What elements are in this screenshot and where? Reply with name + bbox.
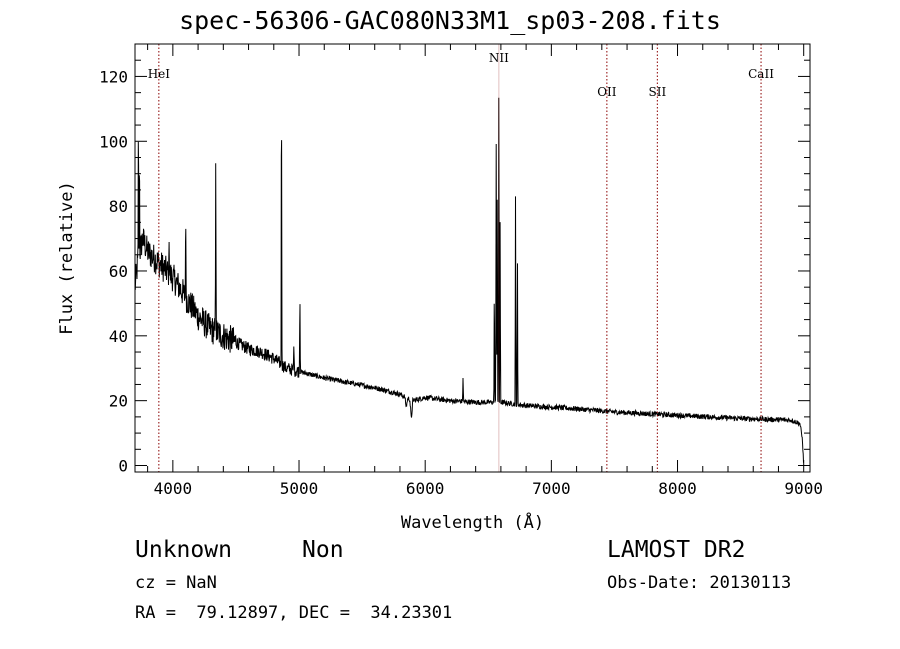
object-class: Unknown xyxy=(135,537,232,563)
spectrum-line xyxy=(135,97,804,463)
marker-label-caii: CaII xyxy=(748,67,774,81)
object-subclass: Non xyxy=(302,537,344,563)
survey-name: LAMOST DR2 xyxy=(607,537,746,563)
y-tick-label: 20 xyxy=(109,392,128,411)
marker-label-nii: NII xyxy=(489,51,509,65)
y-tick-label: 0 xyxy=(118,457,128,476)
marker-label-sii: SII xyxy=(648,85,666,99)
x-tick-label: 8000 xyxy=(658,479,697,498)
axes: 4000 5000 6000 7000 8000 9000 0 20 40 60 80 100 120 W… xyxy=(57,43,823,533)
line-markers: HeI NII OII SII CaII xyxy=(148,44,774,472)
y-axis-label: Flux (relative) xyxy=(57,181,77,335)
x-tick-label: 5000 xyxy=(280,479,319,498)
x-axis-label: Wavelength (Å) xyxy=(401,511,544,533)
x-tick-label: 7000 xyxy=(532,479,571,498)
y-tick-label: 40 xyxy=(109,327,128,346)
y-tick-label: 120 xyxy=(99,67,128,86)
plot-frame xyxy=(134,43,811,473)
x-tick-label: 9000 xyxy=(784,479,823,498)
obs-date: Obs-Date: 20130113 xyxy=(607,573,792,593)
y-tick-label: 80 xyxy=(109,197,128,216)
plot-area xyxy=(135,97,804,463)
x-tick-label: 4000 xyxy=(154,479,193,498)
y-tick-label: 100 xyxy=(99,132,128,151)
x-tick-label: 6000 xyxy=(406,479,445,498)
marker-label-hei: HeI xyxy=(148,67,171,81)
marker-label-oii: OII xyxy=(597,85,617,99)
redshift-readout: cz = NaN xyxy=(135,573,217,593)
chart-title: spec-56306-GAC080N33M1_sp03-208.fits xyxy=(179,6,721,35)
ra-dec-readout: RA = 79.12897, DEC = 34.23301 xyxy=(135,603,453,623)
y-tick-label: 60 xyxy=(109,262,128,281)
